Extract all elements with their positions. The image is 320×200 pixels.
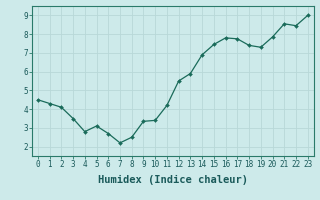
X-axis label: Humidex (Indice chaleur): Humidex (Indice chaleur)	[98, 175, 248, 185]
